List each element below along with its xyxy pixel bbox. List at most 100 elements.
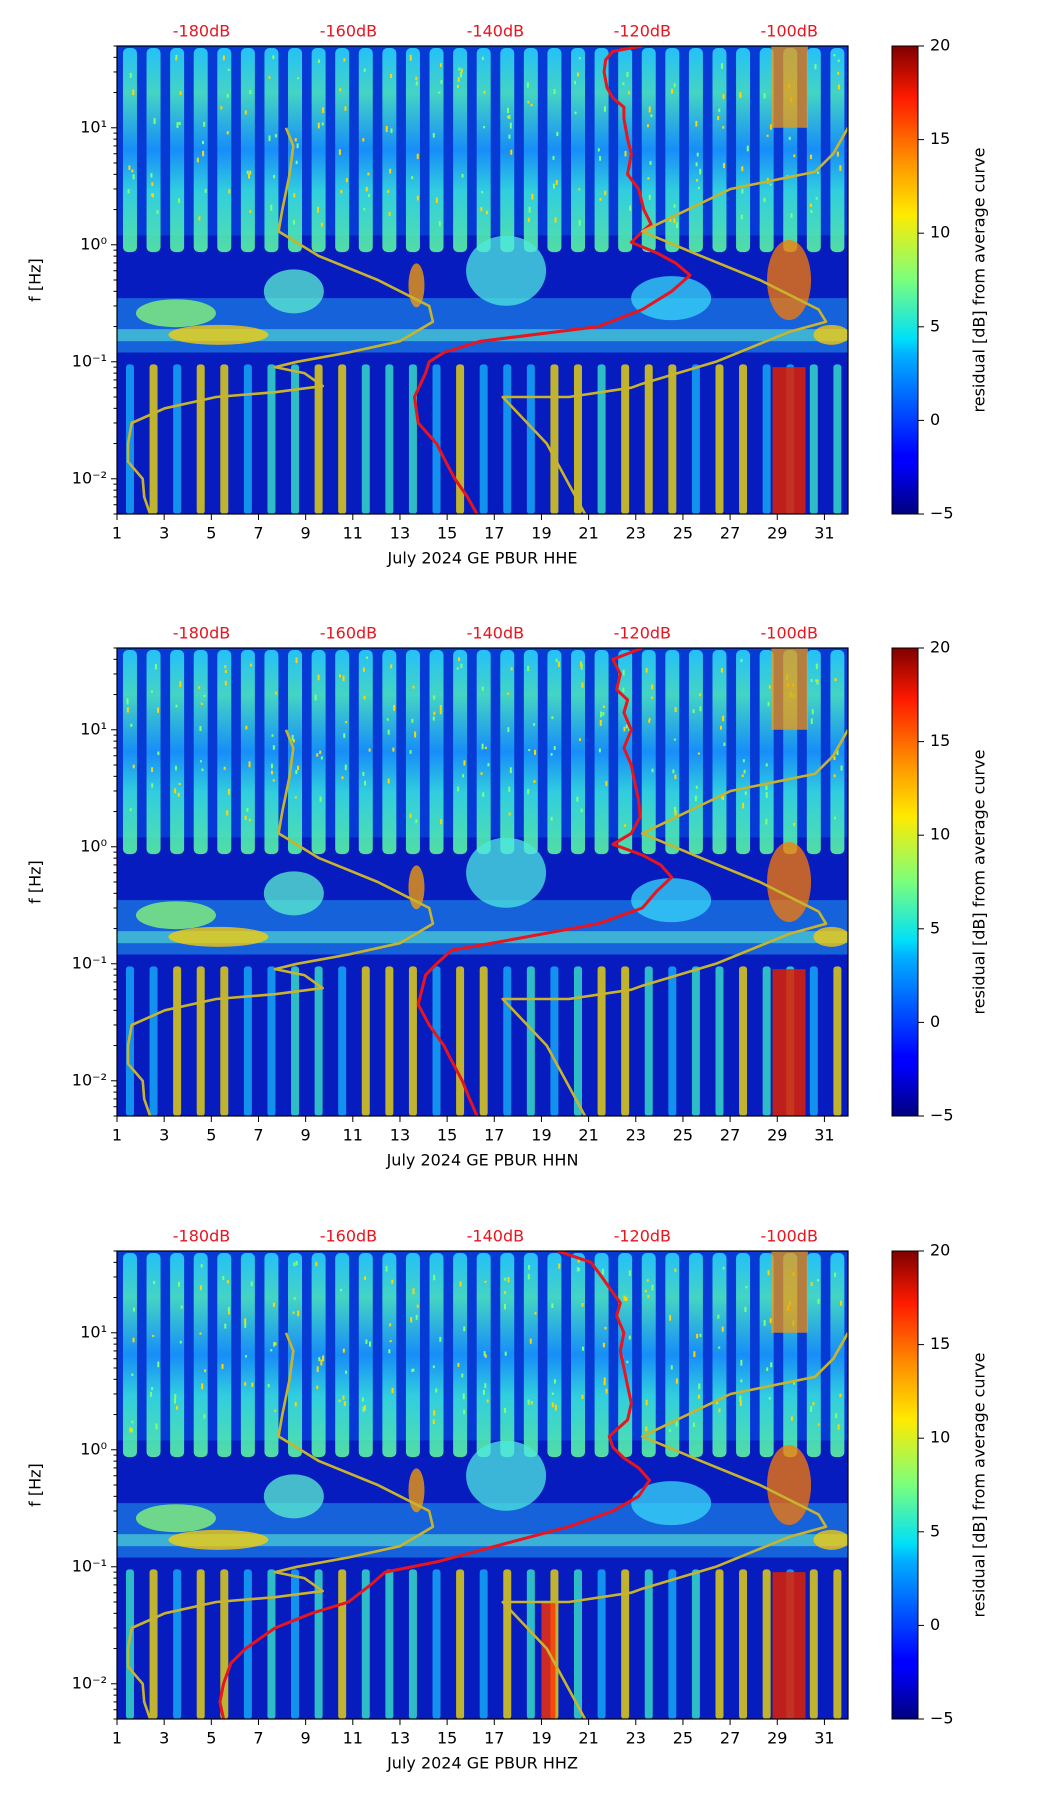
x-tick-label: 21: [578, 1126, 598, 1145]
colorbar-tick-label: 10: [930, 1428, 950, 1447]
x-tick-label: 11: [343, 1126, 363, 1145]
db-tick-label: -100dB: [760, 22, 817, 41]
colorbar-tick-label: 10: [930, 223, 950, 242]
x-tick-label: 9: [301, 1126, 311, 1145]
colorbar-tick-label: −5: [930, 1709, 954, 1728]
x-tick-label: 7: [253, 524, 263, 543]
average-psd-curve: [218, 1251, 652, 1719]
db-tick-label: -140dB: [467, 624, 524, 643]
db-tick-label: -140dB: [467, 22, 524, 41]
x-tick-label: 5: [206, 1729, 216, 1748]
colorbar-tick-label: 5: [930, 316, 940, 335]
db-tick-label: -100dB: [760, 1227, 817, 1246]
db-tick-label: -180dB: [173, 1227, 230, 1246]
x-tick-label: 21: [578, 1729, 598, 1748]
x-tick-label: 29: [767, 1126, 787, 1145]
y-tick-label: 10¹: [80, 719, 107, 738]
y-axis-label: f [Hz]: [26, 1463, 45, 1507]
x-tick-label: 11: [343, 524, 363, 543]
x-tick-label: 19: [531, 1729, 551, 1748]
y-tick-label: 10⁻¹: [72, 1556, 107, 1575]
x-tick-label: 13: [390, 1126, 410, 1145]
average-psd-curve: [416, 648, 674, 1116]
x-tick-label: 23: [626, 1126, 646, 1145]
x-tick-label: 5: [206, 524, 216, 543]
x-tick-label: 23: [626, 524, 646, 543]
x-axis-label: July 2024 GE PBUR HHZ: [386, 1754, 578, 1773]
db-tick-label: -120dB: [614, 22, 671, 41]
db-tick-label: -160dB: [320, 22, 377, 41]
x-tick-label: 29: [767, 524, 787, 543]
colorbar-tick-label: 15: [930, 1334, 950, 1353]
x-tick-label: 31: [814, 1729, 834, 1748]
x-tick-label: 15: [437, 1729, 457, 1748]
colorbar-label: residual [dB] from average curve: [970, 1353, 989, 1618]
x-axis-label: July 2024 GE PBUR HHN: [386, 1151, 579, 1170]
y-tick-label: 10⁰: [80, 1439, 107, 1458]
colorbar-tick-label: 15: [930, 731, 950, 750]
db-tick-label: -160dB: [320, 624, 377, 643]
y-tick-label: 10⁻¹: [72, 953, 107, 972]
colorbar-tick-label: 0: [930, 1615, 940, 1634]
y-tick-label: 10⁻²: [72, 1673, 107, 1692]
db-tick-label: -180dB: [173, 624, 230, 643]
x-tick-label: 21: [578, 524, 598, 543]
x-tick-label: 13: [390, 524, 410, 543]
colorbar-tick-label: 5: [930, 918, 940, 937]
y-tick-label: 10¹: [80, 117, 107, 136]
y-axis-label: f [Hz]: [26, 258, 45, 302]
x-tick-label: 27: [720, 524, 740, 543]
x-tick-label: 17: [484, 524, 504, 543]
db-tick-label: -120dB: [614, 1227, 671, 1246]
noise-model-curve-1: [126, 1332, 435, 1719]
x-tick-label: 9: [301, 524, 311, 543]
x-tick-label: 3: [159, 1126, 169, 1145]
colorbar-tick-label: 20: [930, 638, 950, 657]
colorbar-tick-label: 15: [930, 129, 950, 148]
x-tick-label: 25: [673, 1126, 693, 1145]
x-tick-label: 7: [253, 1126, 263, 1145]
noise-model-curve-2: [501, 729, 848, 1116]
y-tick-label: 10⁰: [80, 836, 107, 855]
colorbar-tick-label: 0: [930, 1012, 940, 1031]
noise-model-curve-2: [501, 1332, 848, 1719]
db-tick-label: -160dB: [320, 1227, 377, 1246]
db-tick-label: -100dB: [760, 624, 817, 643]
x-tick-label: 19: [531, 524, 551, 543]
y-tick-label: 10⁻²: [72, 468, 107, 487]
x-tick-label: 27: [720, 1126, 740, 1145]
x-tick-label: 3: [159, 524, 169, 543]
noise-model-curve-1: [126, 729, 435, 1116]
x-tick-label: 5: [206, 1126, 216, 1145]
y-tick-label: 10¹: [80, 1322, 107, 1341]
colorbar: [891, 647, 919, 1117]
colorbar-tick-label: 10: [930, 825, 950, 844]
x-tick-label: 1: [112, 524, 122, 543]
x-tick-label: 19: [531, 1126, 551, 1145]
spectrogram-heatmap: [117, 1251, 848, 1719]
y-tick-label: 10⁻¹: [72, 351, 107, 370]
x-tick-label: 3: [159, 1729, 169, 1748]
x-tick-label: 1: [112, 1729, 122, 1748]
noise-model-curve-2: [501, 127, 848, 514]
x-tick-label: 23: [626, 1729, 646, 1748]
colorbar-tick-label: 20: [930, 36, 950, 55]
x-tick-label: 31: [814, 1126, 834, 1145]
x-tick-label: 7: [253, 1729, 263, 1748]
x-tick-label: 31: [814, 524, 834, 543]
x-tick-label: 29: [767, 1729, 787, 1748]
spectrogram-heatmap: [117, 648, 848, 1116]
average-psd-curve: [413, 46, 692, 514]
x-tick-label: 25: [673, 524, 693, 543]
x-tick-label: 17: [484, 1126, 504, 1145]
colorbar-label: residual [dB] from average curve: [970, 148, 989, 413]
colorbar-tick-label: 20: [930, 1241, 950, 1260]
colorbar-tick-label: 5: [930, 1521, 940, 1540]
db-tick-label: -180dB: [173, 22, 230, 41]
x-tick-label: 13: [390, 1729, 410, 1748]
colorbar-tick-label: 0: [930, 410, 940, 429]
y-tick-label: 10⁰: [80, 234, 107, 253]
